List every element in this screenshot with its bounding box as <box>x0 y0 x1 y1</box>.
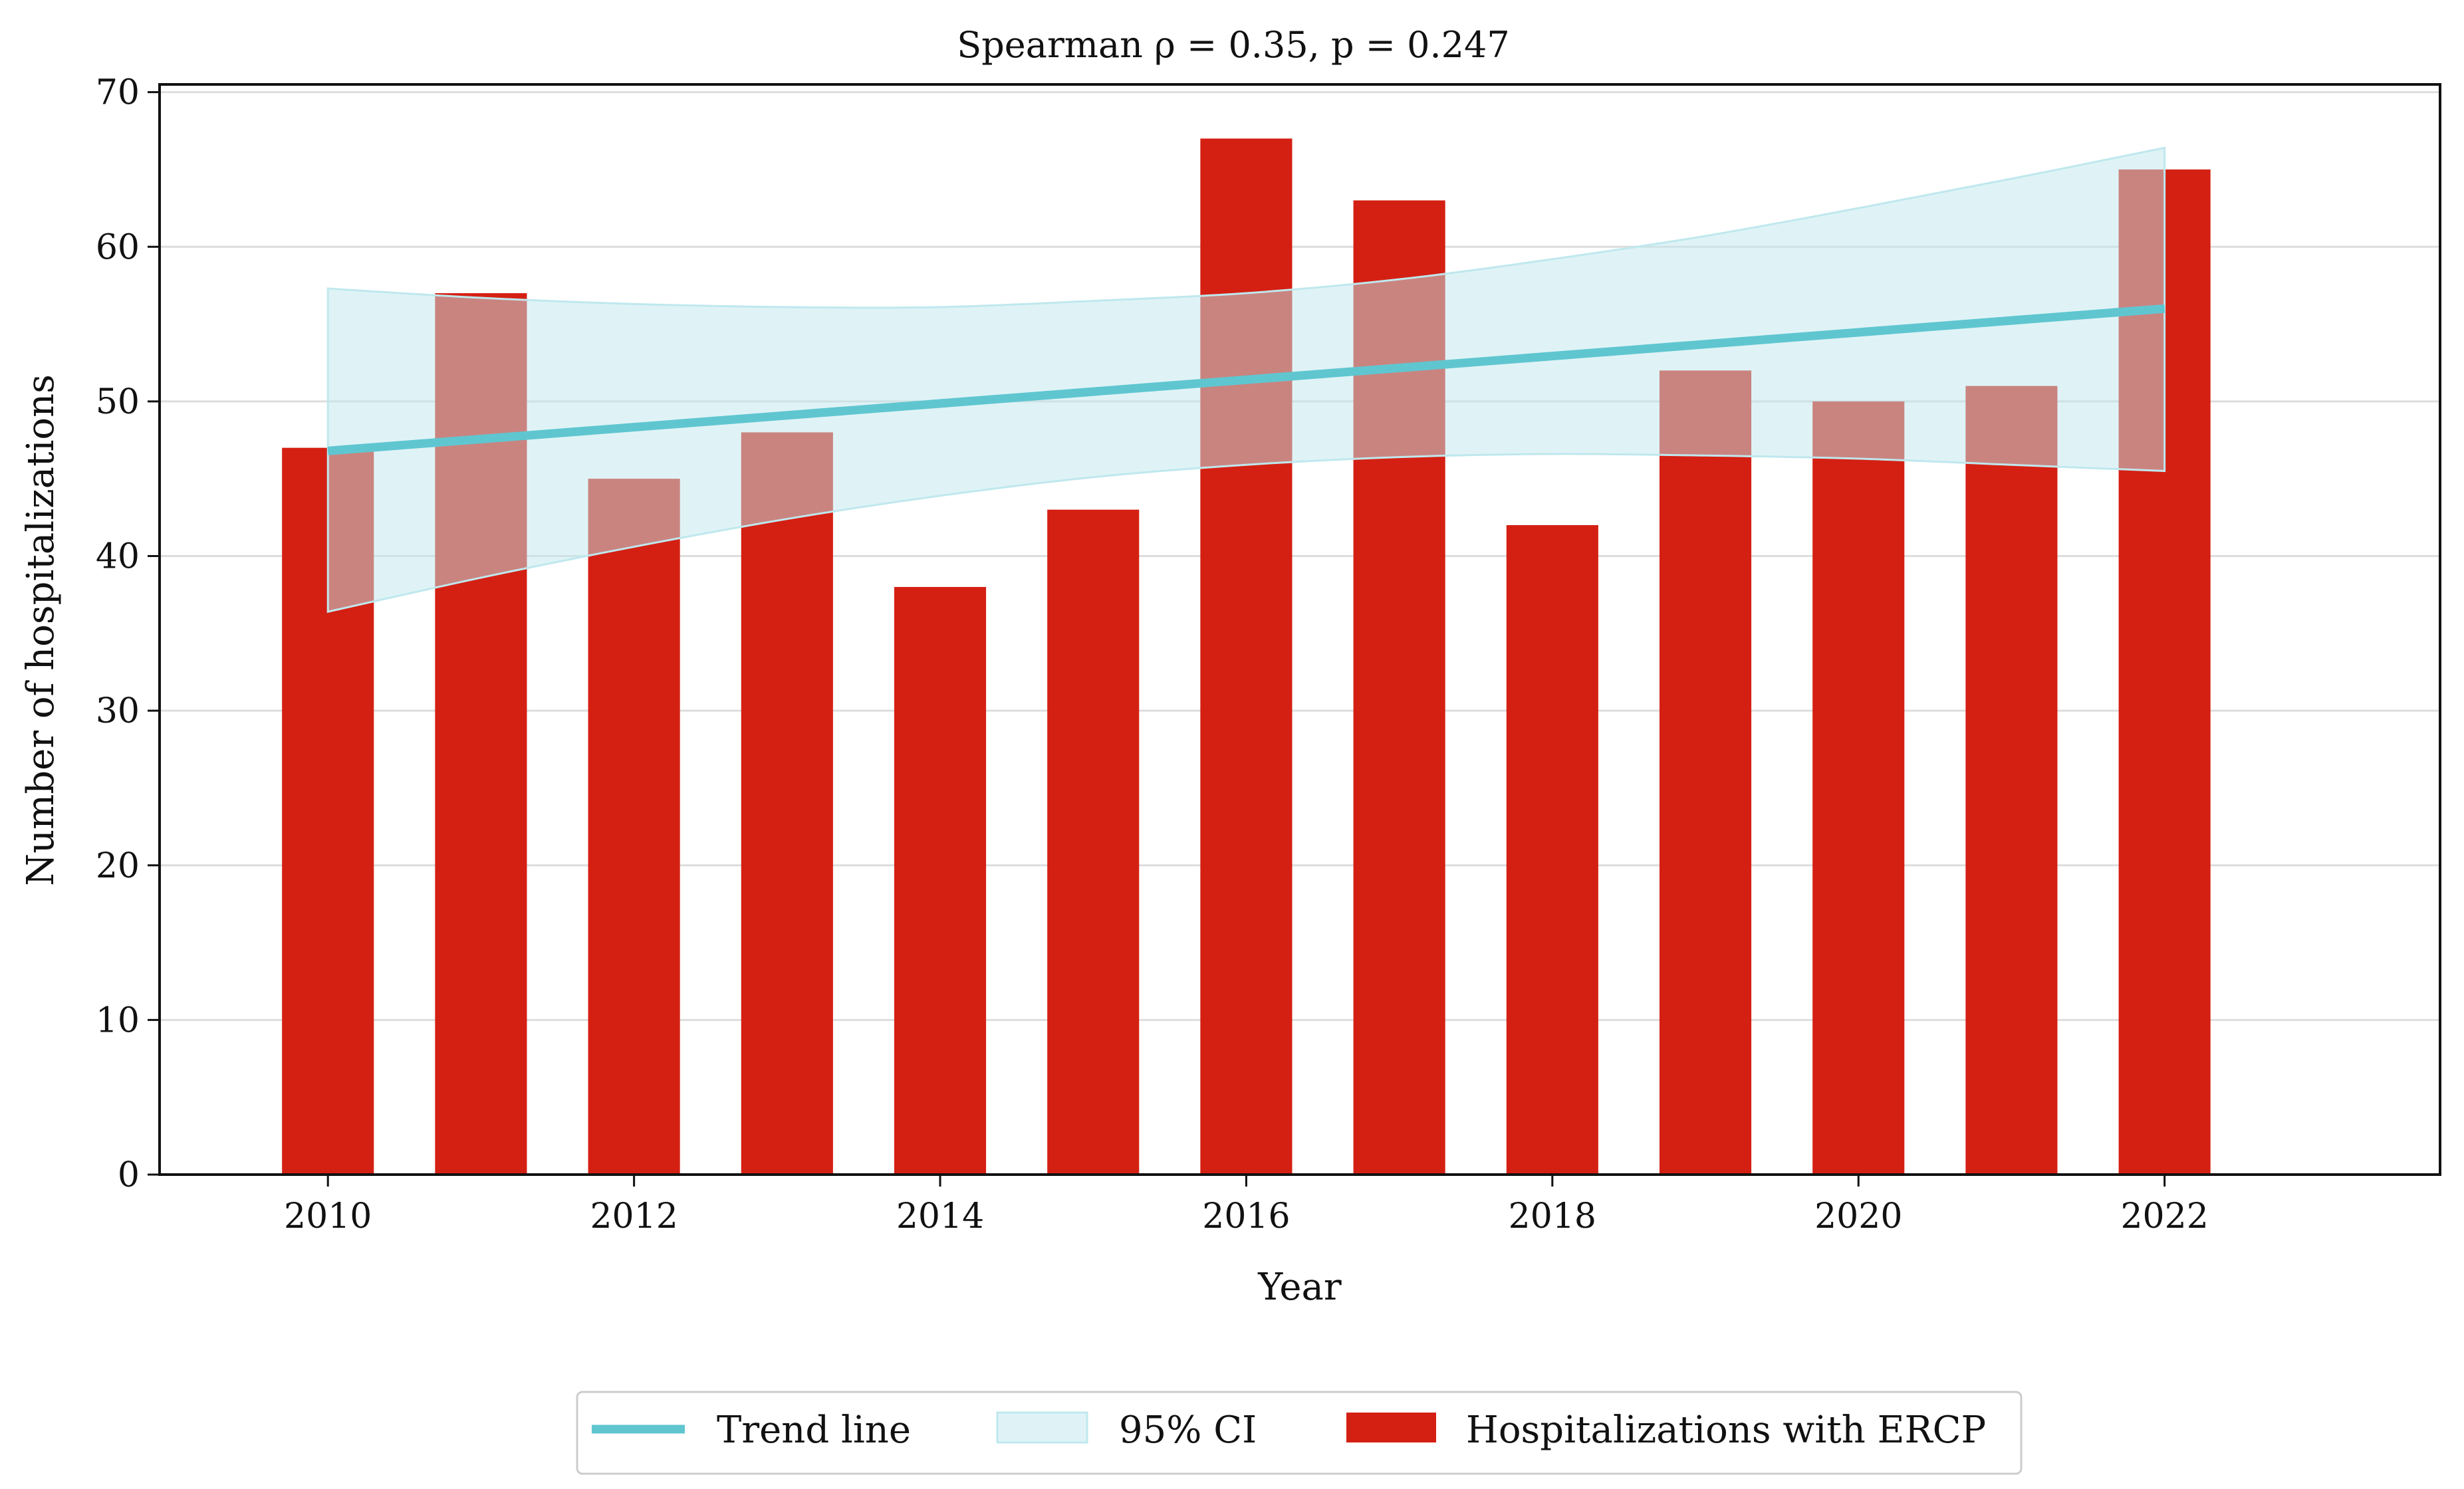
y-tick-label: 50 <box>96 382 140 422</box>
x-tick-label: 2014 <box>896 1197 984 1236</box>
x-axis-label: Year <box>1257 1266 1342 1309</box>
bar-2020 <box>1812 401 1905 1175</box>
trend-line-series <box>327 304 2165 455</box>
x-tick-label: 2020 <box>1814 1197 1902 1236</box>
y-tick-label: 10 <box>96 1000 140 1040</box>
bar-2013 <box>741 432 833 1175</box>
trend-line <box>327 304 2165 455</box>
x-tick-label: 2018 <box>1509 1197 1596 1236</box>
legend-trend-label: Trend line <box>717 1409 911 1452</box>
y-axis-label: Number of hospitalizations <box>19 374 62 886</box>
x-tick-label: 2012 <box>590 1197 678 1236</box>
y-tick-label: 0 <box>118 1155 140 1195</box>
legend-ci-swatch <box>996 1411 1088 1444</box>
legend-ci-label: 95% CI <box>1119 1409 1257 1452</box>
y-axis-ticks: 0 10 20 30 40 50 60 70 <box>96 73 160 1195</box>
x-tick-label: 2016 <box>1202 1197 1290 1236</box>
y-tick-label: 40 <box>96 537 140 577</box>
bar-2014 <box>894 587 987 1175</box>
legend-bar-swatch <box>1346 1413 1436 1442</box>
bar-2018 <box>1506 524 1598 1175</box>
plot-frame <box>158 83 2441 1176</box>
y-tick-label: 20 <box>96 846 140 886</box>
x-axis-ticks: 2010 2012 2014 2016 2018 2020 2022 <box>284 1175 2209 1236</box>
legend-frame <box>576 1391 2023 1475</box>
y-tick-label: 60 <box>96 227 140 267</box>
x-tick-label: 2022 <box>2120 1197 2208 1236</box>
bar-2015 <box>1047 509 1140 1175</box>
bar-2012 <box>588 479 680 1175</box>
bar-2021 <box>1965 386 2058 1175</box>
chart-title: Spearman ρ = 0.35, p = 0.247 <box>957 24 1510 66</box>
y-tick-label: 70 <box>96 73 140 113</box>
legend: Trend line 95% CI Hospitalizations with … <box>576 1391 2023 1475</box>
bar-2019 <box>1659 370 1752 1175</box>
y-tick-label: 30 <box>96 691 140 731</box>
legend-bar-label: Hospitalizations with ERCP <box>1466 1409 1986 1452</box>
x-tick-label: 2010 <box>284 1197 372 1236</box>
